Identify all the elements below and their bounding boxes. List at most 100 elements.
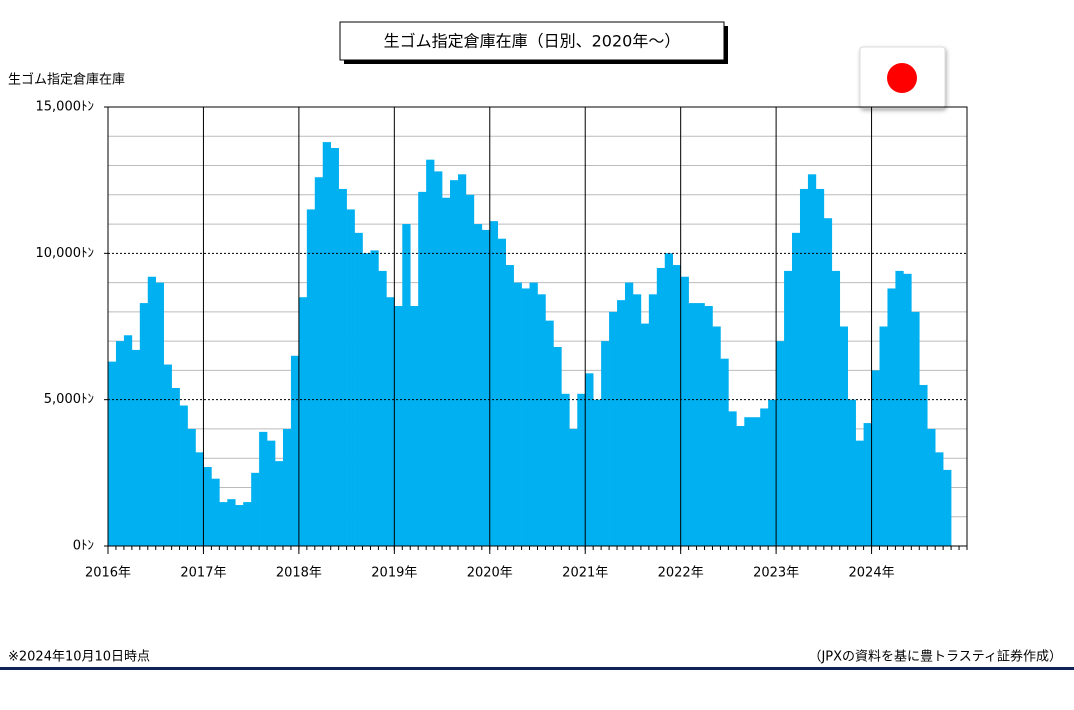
bar	[680, 276, 689, 546]
bar	[481, 229, 491, 547]
y-tick-label: 10,000ﾄﾝ	[36, 246, 95, 261]
bar	[585, 373, 594, 546]
bar	[561, 393, 570, 546]
y-tick-label: 0ﾄﾝ	[73, 539, 94, 554]
bar	[545, 320, 554, 546]
bar	[768, 399, 777, 546]
source: （JPXの資料を基に豊トラスティ証券作成）	[808, 649, 1062, 665]
bar	[871, 370, 880, 546]
x-tick-label: 2024年	[849, 566, 895, 581]
bar	[155, 282, 164, 546]
bar	[521, 288, 530, 546]
bar	[712, 326, 721, 546]
bar	[219, 502, 228, 546]
bar	[927, 428, 936, 546]
flag-sun	[887, 63, 917, 93]
bar	[760, 408, 769, 546]
x-tick-label: 2021年	[562, 566, 608, 581]
title-box	[339, 21, 725, 61]
bar	[537, 294, 546, 546]
bar	[259, 431, 268, 546]
bar	[187, 428, 196, 546]
bar	[513, 282, 522, 546]
bar	[290, 355, 300, 546]
bar	[839, 326, 848, 546]
bar	[617, 300, 626, 546]
y-tick-label: 5,000ﾄﾝ	[44, 392, 94, 407]
chart-title: 生ゴム指定倉庫在庫（日別、2020年～）	[384, 32, 681, 51]
bar	[123, 335, 133, 546]
bar	[394, 306, 403, 546]
bar	[776, 341, 785, 546]
bar	[115, 341, 125, 546]
bar	[895, 270, 904, 546]
bar	[402, 224, 411, 547]
bar	[235, 505, 244, 546]
bar	[736, 426, 745, 546]
bar	[211, 478, 220, 546]
bar	[863, 423, 872, 546]
bar	[298, 297, 308, 546]
bar	[847, 399, 856, 546]
bar	[330, 147, 339, 546]
bar	[457, 174, 467, 546]
bar	[823, 218, 833, 547]
bar	[282, 428, 292, 546]
bar	[434, 171, 443, 547]
bar	[195, 452, 204, 546]
bar	[529, 282, 538, 546]
bar	[672, 265, 681, 546]
bar	[903, 273, 912, 546]
bar	[354, 232, 363, 546]
bar	[267, 440, 276, 546]
bar	[688, 303, 697, 546]
bar	[370, 250, 379, 546]
bar	[139, 303, 149, 546]
bar	[465, 194, 475, 547]
x-tick-label: 2017年	[180, 566, 226, 581]
bar	[163, 364, 172, 546]
bar	[418, 191, 427, 546]
bar	[338, 188, 347, 547]
bar	[179, 405, 188, 546]
bar	[799, 188, 809, 547]
bar	[306, 209, 316, 546]
bar	[752, 417, 761, 546]
bar	[831, 270, 841, 546]
bar	[497, 238, 506, 546]
bar	[227, 499, 236, 546]
bar	[553, 346, 562, 546]
bar	[807, 174, 817, 546]
bar	[879, 326, 888, 546]
bar	[640, 323, 650, 546]
bar	[943, 469, 952, 546]
bar	[378, 270, 387, 546]
bar	[489, 221, 499, 546]
bar	[131, 349, 141, 546]
bar	[601, 341, 610, 546]
x-tick-label: 2018年	[276, 566, 322, 581]
bar	[426, 159, 435, 546]
bar	[704, 306, 713, 546]
x-tick-label: 2020年	[467, 566, 513, 581]
bar	[656, 267, 666, 546]
x-tick-label: 2019年	[371, 566, 417, 581]
bar	[171, 387, 180, 546]
bar	[147, 276, 157, 546]
bar	[275, 461, 284, 546]
bar	[744, 417, 753, 546]
bar	[346, 209, 355, 546]
bar	[108, 361, 117, 546]
y-axis-label: 生ゴム指定倉庫在庫	[8, 72, 125, 88]
bar	[815, 188, 825, 547]
x-tick-label: 2023年	[753, 566, 799, 581]
bar	[243, 502, 252, 546]
bar	[720, 358, 729, 546]
bar	[648, 294, 658, 546]
bar	[728, 411, 737, 546]
plot-frame	[107, 106, 968, 547]
x-tick-label: 2016年	[85, 566, 131, 581]
bar	[203, 466, 212, 546]
footer-line	[0, 667, 1074, 670]
